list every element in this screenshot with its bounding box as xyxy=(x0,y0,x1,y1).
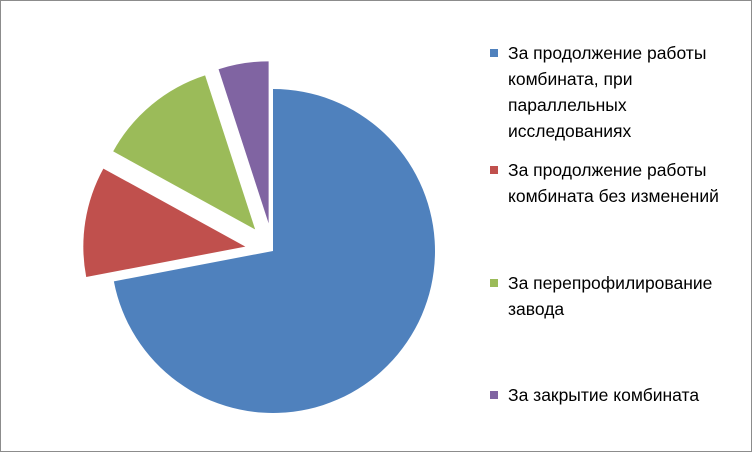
legend-swatch-3 xyxy=(490,391,498,399)
legend-swatch-1 xyxy=(490,166,498,174)
legend-label-1: За продолжение работы комбината без изме… xyxy=(508,160,719,206)
legend-entry-1: За продолжение работы комбината без изме… xyxy=(490,157,736,209)
legend-label-0: За продолжение работы комбината, при пар… xyxy=(508,43,707,141)
pie-slice-1 xyxy=(83,168,246,277)
legend-label-3: За закрытие комбината xyxy=(508,385,700,405)
pie-slice-3 xyxy=(218,61,269,224)
pie-slice-2 xyxy=(113,75,256,230)
pie-slice-0 xyxy=(113,89,435,414)
legend-label-2: За перепрофилирование завода xyxy=(508,273,713,319)
legend-entry-3: За закрытие комбината xyxy=(490,382,736,408)
legend-entry-2: За перепрофилирование завода xyxy=(490,270,736,322)
legend-entry-0: За продолжение работы комбината, при пар… xyxy=(490,40,736,144)
legend-swatch-0 xyxy=(490,49,498,57)
legend-swatch-2 xyxy=(490,279,498,287)
